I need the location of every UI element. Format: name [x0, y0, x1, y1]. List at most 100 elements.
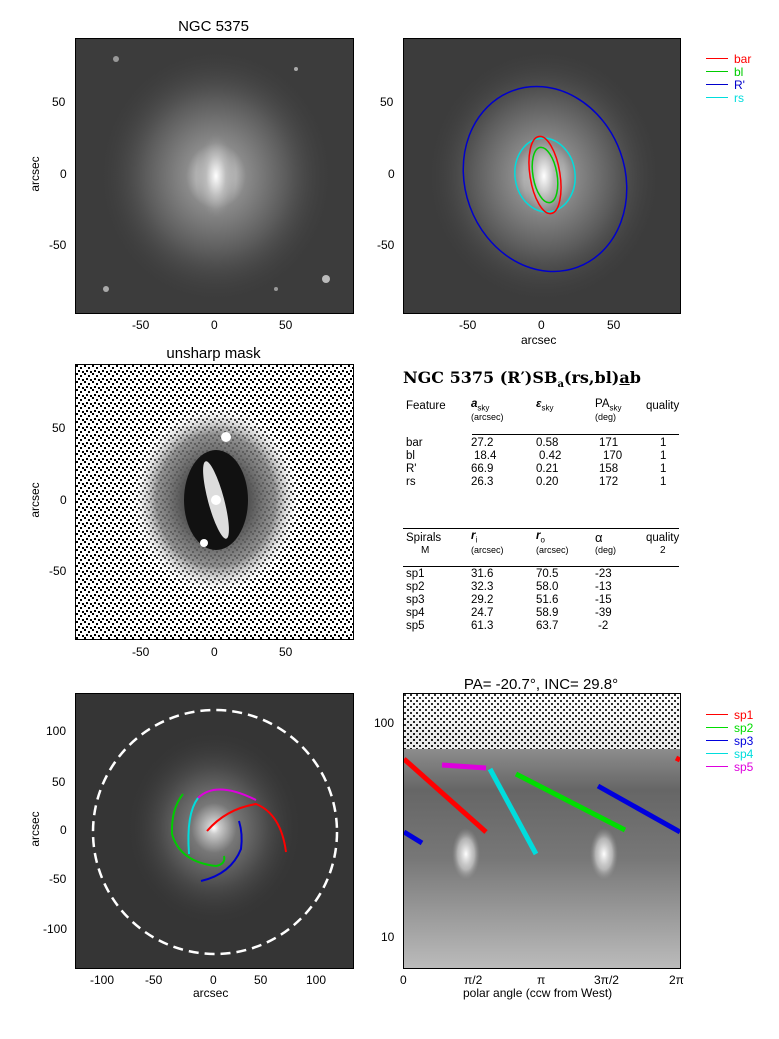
row-q: 1: [660, 437, 667, 449]
y-tick: -50: [49, 564, 67, 578]
x-tick: 50: [607, 318, 621, 332]
row-ro: 58.9: [536, 607, 559, 619]
row-eps: 0.58: [536, 437, 559, 449]
y-tick: 100: [374, 716, 395, 730]
y-tick: 100: [46, 724, 67, 738]
row-feature: rs: [406, 476, 416, 488]
spiral-track-sp3: [596, 783, 680, 835]
ellipse-fit-panel: [403, 38, 681, 314]
spiral-legend: sp1 sp2 sp3 sp4 sp5: [706, 708, 753, 774]
col-header-ro: ro: [536, 530, 545, 545]
y-tick: -50: [377, 238, 395, 252]
feature-legend: bar bl R' rs: [706, 52, 751, 105]
features-table: Feature asky (arcsec) εsky PAsky (deg) q…: [406, 398, 680, 498]
col-unit-ri: (arcsec): [471, 545, 504, 555]
col-header-m: M: [421, 545, 430, 556]
ellipse-rprime: [462, 85, 628, 273]
x-tick: 50: [279, 645, 293, 659]
x-tick: 0: [211, 645, 218, 659]
spiral-track-sp1: [674, 755, 680, 763]
spiral-track-sp2: [514, 771, 627, 833]
row-feature: R': [406, 463, 417, 475]
row-pa: 170: [603, 450, 623, 462]
row-a: 27.2: [471, 437, 494, 449]
x-tick: -50: [132, 645, 150, 659]
row-eps: 0.42: [539, 450, 562, 462]
row-ro: 70.5: [536, 568, 559, 580]
unsharp-mask-image: [76, 365, 353, 639]
col-unit-ro: (arcsec): [536, 545, 569, 555]
row-feature: bl: [406, 450, 415, 462]
y-axis-label: arcsec: [28, 811, 42, 847]
x-tick: 0: [210, 973, 217, 987]
row-feature: bar: [406, 437, 423, 449]
row-name: sp5: [406, 620, 425, 632]
ellipse-bl: [531, 146, 559, 204]
ellipse-rs: [514, 137, 576, 213]
x-tick: π/2: [464, 973, 483, 987]
row-name: sp1: [406, 568, 425, 580]
y-axis-label: arcsec: [28, 156, 42, 192]
col-unit-pa: (deg): [595, 412, 617, 422]
x-tick: -50: [132, 318, 150, 332]
x-tick: -100: [90, 973, 115, 987]
col-header-eps: εsky: [536, 398, 554, 413]
y-tick: 0: [388, 167, 395, 181]
polar-plot-title: PA= -20.7°, INC= 29.8°: [463, 676, 619, 693]
row-ri: 29.2: [471, 594, 494, 606]
table-rule: [472, 434, 679, 435]
spiral-overlay-panel: [75, 693, 354, 969]
row-alpha: -23: [595, 568, 612, 580]
legend-item: sp3: [706, 734, 753, 748]
panel-title-unsharp: unsharp mask: [166, 345, 261, 362]
legend-item: sp5: [706, 760, 753, 774]
col-header-ri: ri: [471, 530, 478, 545]
spiral-arm-sp2: [170, 793, 226, 868]
polar-plot-image: [404, 694, 680, 968]
x-tick: -50: [459, 318, 477, 332]
row-a: 26.3: [471, 476, 494, 488]
ellipse-bar: [528, 135, 562, 215]
row-ro: 63.7: [536, 620, 559, 632]
row-a: 66.9: [471, 463, 494, 475]
table-rule: [403, 566, 679, 567]
spiral-arm-sp3: [200, 820, 243, 882]
y-tick: 50: [52, 95, 66, 109]
col-header-a: asky: [471, 398, 490, 413]
row-name: sp2: [406, 581, 425, 593]
x-tick: 0: [211, 318, 218, 332]
row-eps: 0.21: [536, 463, 559, 475]
row-name: sp4: [406, 607, 425, 619]
x-tick: 50: [279, 318, 293, 332]
col-header-pa: PAsky: [595, 398, 622, 413]
row-a: 18.4: [474, 450, 497, 462]
row-alpha: -2: [598, 620, 609, 632]
x-tick: 50: [254, 973, 268, 987]
col-header-quality: quality: [646, 400, 680, 412]
legend-item: rs: [706, 91, 751, 105]
row-ri: 32.3: [471, 581, 494, 593]
x-tick: -50: [145, 973, 163, 987]
spiral-track-sp1: [404, 757, 488, 834]
galaxy-image: [76, 39, 353, 313]
unsharp-mask-panel: [75, 364, 354, 640]
row-alpha: -39: [595, 607, 612, 619]
y-tick: 0: [60, 167, 67, 181]
classification-title: NGC 5375 (R′)SBa(rs,bl)ab: [403, 368, 641, 391]
x-axis-label: arcsec: [193, 986, 229, 1000]
row-pa: 158: [599, 463, 619, 475]
x-axis-label: polar angle (ccw from West): [463, 986, 613, 1000]
x-tick: π: [537, 973, 546, 987]
quality-value: 2: [660, 545, 666, 556]
col-unit-alpha: (deg): [595, 545, 617, 555]
row-q: 1: [660, 476, 667, 488]
polar-plot-panel: [403, 693, 681, 969]
spiral-track-sp4: [487, 767, 539, 856]
row-q: 1: [660, 463, 667, 475]
x-tick: 0: [400, 973, 407, 987]
spiral-overlay-image: [76, 694, 353, 968]
deprojected-circle: [91, 708, 339, 956]
row-pa: 172: [599, 476, 619, 488]
row-ro: 58.0: [536, 581, 559, 593]
legend-item: bl: [706, 65, 751, 79]
